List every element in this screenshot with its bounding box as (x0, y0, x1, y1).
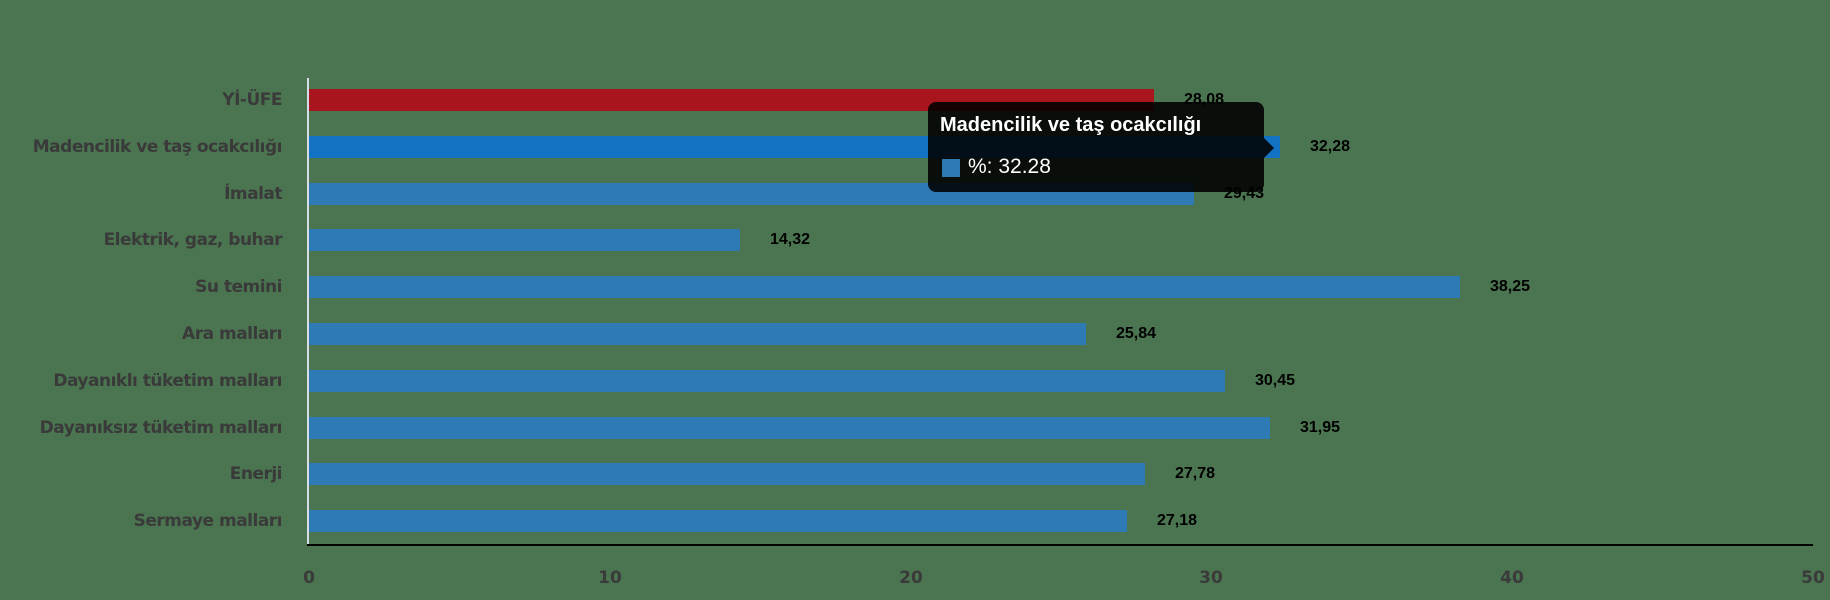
bar[interactable] (309, 463, 1145, 485)
category-label: Madencilik ve taş ocakcılığı (32, 137, 283, 157)
category-label: Enerji (229, 464, 283, 484)
category-label: Sermaye malları (133, 511, 283, 531)
tooltip-pointer (1264, 138, 1274, 158)
category-label: Ara malları (182, 324, 282, 344)
category-label: İmalat (224, 184, 282, 204)
bar[interactable] (309, 229, 740, 251)
value-label: 25,84 (1116, 325, 1157, 342)
value-label: 31,95 (1300, 419, 1341, 436)
value-label: 32,28 (1310, 138, 1351, 155)
category-label: Su temini (195, 277, 282, 297)
x-tick-label: 40 (1500, 568, 1524, 588)
x-tick-label: 20 (899, 568, 923, 588)
value-label: 14,32 (770, 231, 811, 248)
bar[interactable] (309, 370, 1225, 392)
bar-tooltip: Madencilik ve taş ocakcılığı %: 32.28 (928, 102, 1274, 192)
category-label: Elektrik, gaz, buhar (103, 230, 283, 250)
bar[interactable] (309, 417, 1270, 439)
value-label: 27,78 (1175, 465, 1216, 482)
tooltip-title: Madencilik ve taş ocakcılığı (940, 114, 1202, 136)
x-tick-label: 0 (303, 568, 315, 588)
value-label: 30,45 (1255, 372, 1296, 389)
x-tick-label: 10 (598, 568, 622, 588)
tooltip-series-swatch-icon (942, 159, 960, 177)
value-label: 38,25 (1490, 278, 1531, 295)
x-tick-label: 30 (1199, 568, 1223, 588)
tooltip-value: %: 32.28 (968, 155, 1051, 178)
x-axis-line (307, 544, 1813, 546)
value-label: 27,18 (1157, 512, 1198, 529)
category-label: Dayanıklı tüketim malları (53, 371, 282, 391)
x-tick-label: 50 (1801, 568, 1825, 588)
bar[interactable] (309, 510, 1127, 532)
y-axis-line (307, 78, 309, 545)
bar[interactable] (309, 323, 1086, 345)
bar[interactable] (309, 276, 1460, 298)
category-label: Yİ-ÜFE (222, 90, 282, 110)
category-label: Dayanıksız tüketim malları (39, 418, 283, 438)
